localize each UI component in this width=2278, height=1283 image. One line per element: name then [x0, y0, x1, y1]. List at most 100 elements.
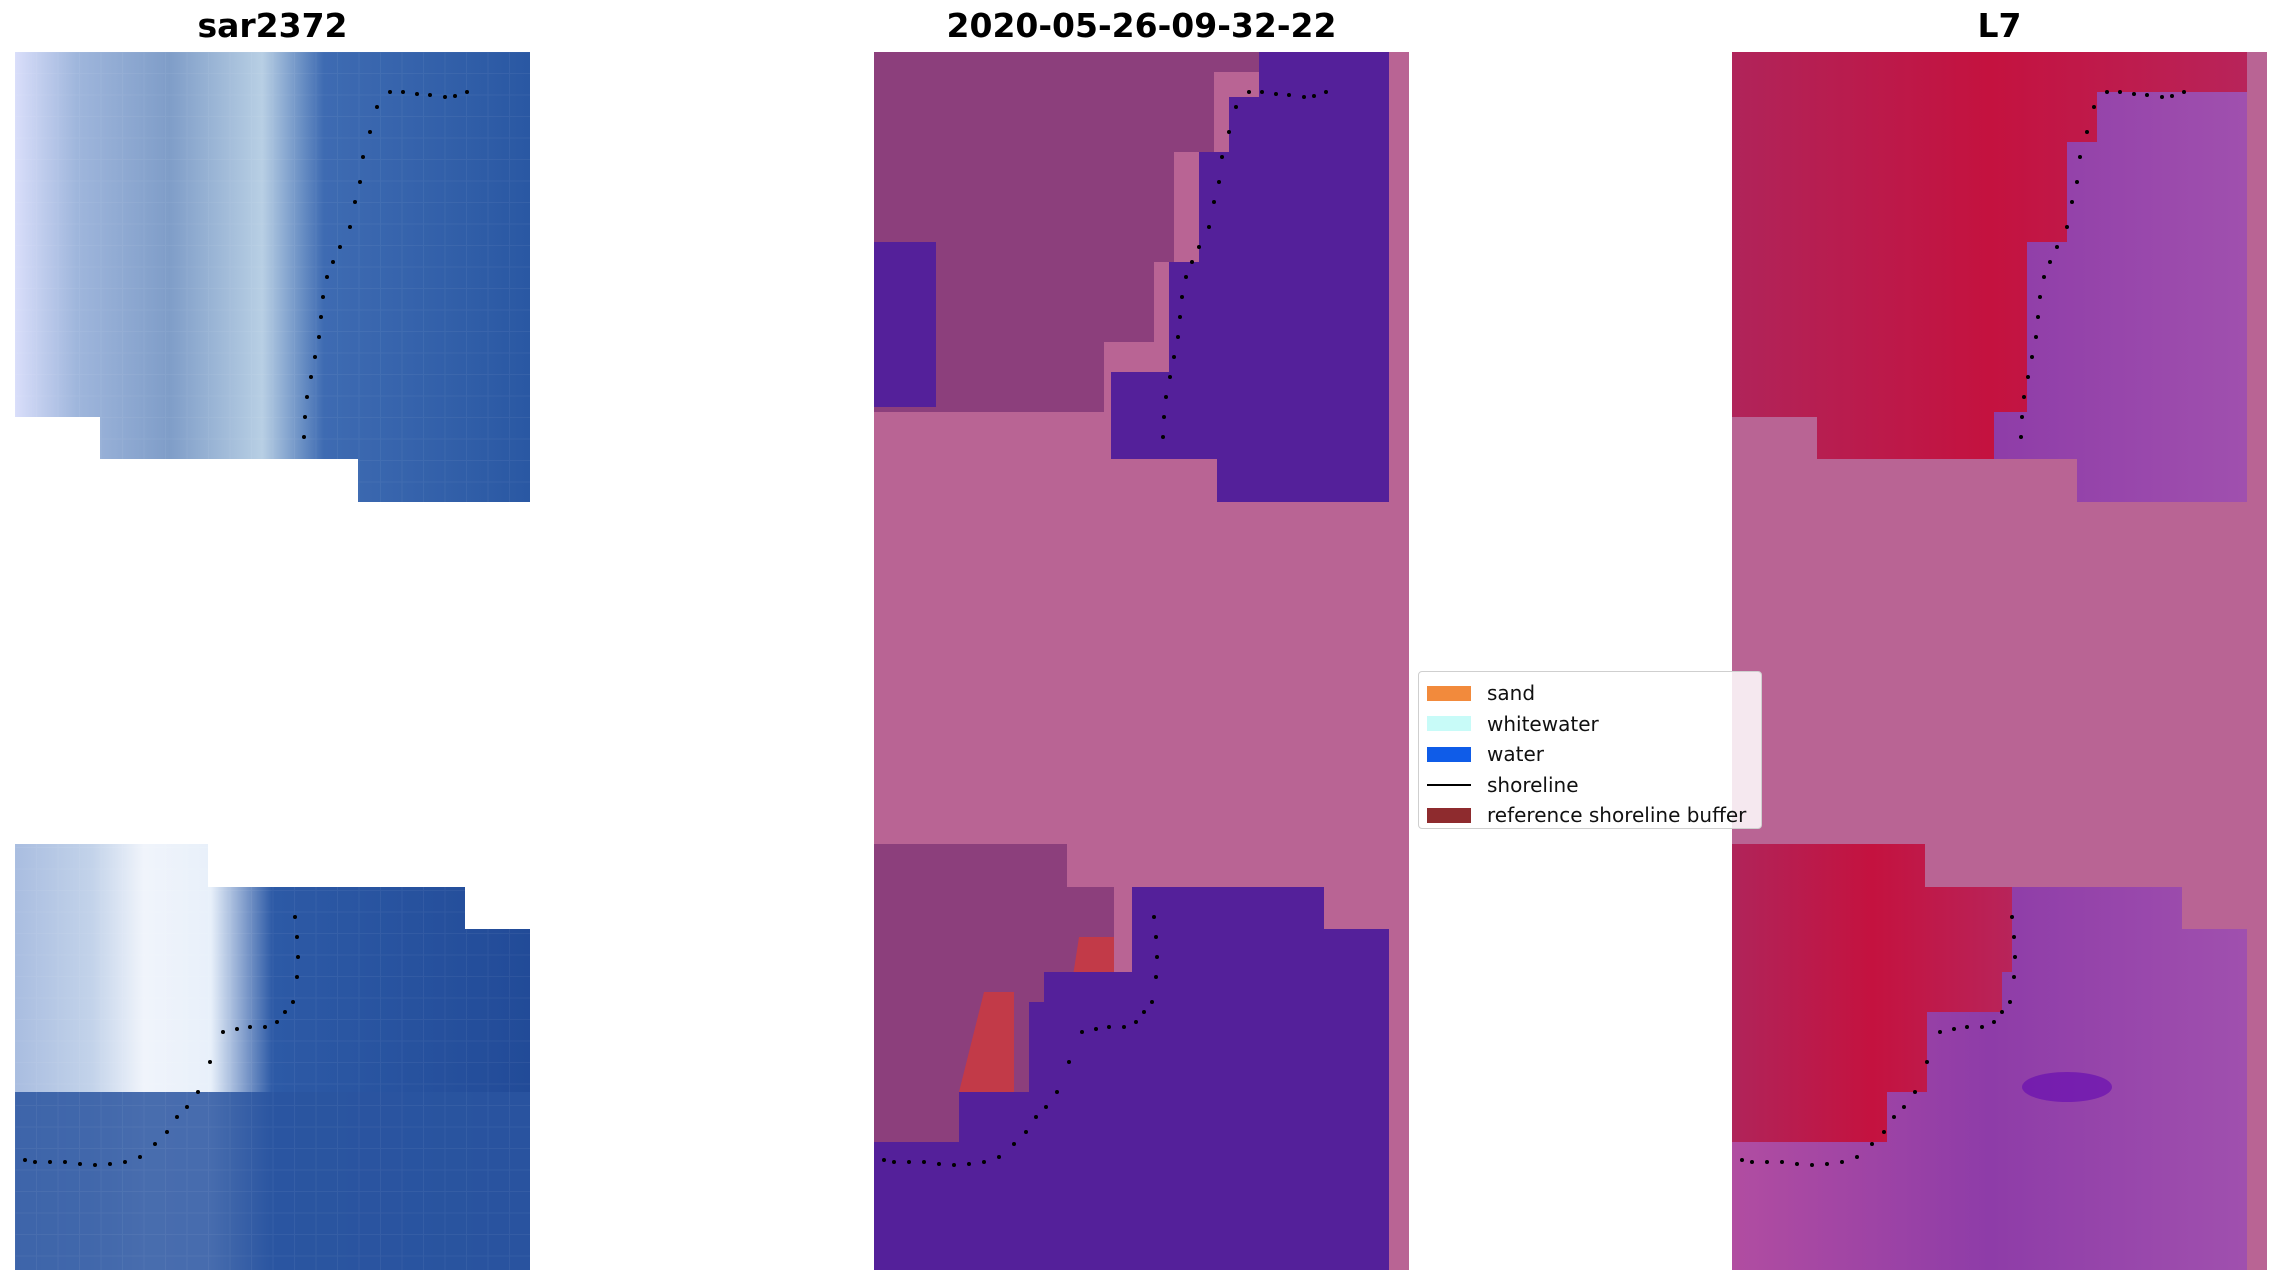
shoreline-point [1024, 1130, 1028, 1134]
shoreline-point [1992, 1020, 1996, 1024]
shoreline [23, 90, 469, 1167]
shoreline-point [1107, 1025, 1111, 1029]
shoreline-point [2048, 260, 2052, 264]
shoreline-point [2078, 155, 2082, 159]
shoreline-point [248, 1025, 252, 1029]
shoreline-point [1855, 1155, 1859, 1159]
shoreline-point [23, 1158, 27, 1162]
shoreline [882, 90, 1328, 1167]
legend-label: whitewater [1487, 711, 1599, 736]
shoreline-point [1055, 1090, 1059, 1094]
legend-item-shoreline: shoreline [1427, 770, 1753, 801]
shoreline-point [123, 1160, 127, 1164]
shoreline-point [348, 225, 352, 229]
shoreline-point [443, 95, 447, 99]
shoreline-point [982, 1160, 986, 1164]
shoreline-point [305, 395, 309, 399]
shoreline-point [2013, 955, 2017, 959]
shoreline-point [221, 1030, 225, 1034]
shoreline-point [2034, 335, 2038, 339]
shoreline-point [1154, 975, 1158, 979]
shoreline-point [1155, 955, 1159, 959]
shoreline-point [1164, 395, 1168, 399]
shoreline-point [358, 180, 362, 184]
shoreline-point [428, 93, 432, 97]
shoreline-point [63, 1160, 67, 1164]
sand-swatch [1427, 685, 1471, 701]
shoreline-point [1180, 295, 1184, 299]
shoreline-point [952, 1163, 956, 1167]
shoreline-point [1154, 935, 1158, 939]
shoreline-point [1168, 375, 1172, 379]
shoreline-point [453, 94, 457, 98]
legend-item-water: water [1427, 739, 1753, 770]
shoreline-point [303, 415, 307, 419]
classified-image-panel [874, 52, 1409, 1270]
index-image [1732, 52, 2267, 1270]
shoreline-point [1122, 1025, 1126, 1029]
whitewater-swatch [1427, 716, 1471, 732]
rgb-image [15, 52, 530, 1270]
shoreline-point [165, 1130, 169, 1134]
legend-label: shoreline [1487, 772, 1579, 797]
shoreline-point [296, 955, 300, 959]
shoreline-point [967, 1162, 971, 1166]
shoreline-point [1882, 1130, 1886, 1134]
shoreline-point [2030, 355, 2034, 359]
shoreline-point [138, 1155, 142, 1159]
shoreline-point [1152, 915, 1156, 919]
shoreline-point [1324, 90, 1328, 94]
shoreline-point [1067, 1060, 1071, 1064]
classified-image [874, 52, 1409, 1270]
shoreline-point [1765, 1160, 1769, 1164]
panel-title-rgb: sar2372 [197, 6, 348, 45]
shoreline-point [2038, 295, 2042, 299]
shoreline-point [892, 1160, 896, 1164]
shoreline-point [882, 1158, 886, 1162]
shoreline-point [1287, 93, 1291, 97]
shoreline-point [2055, 245, 2059, 249]
shoreline-point [153, 1142, 157, 1146]
shoreline-point [2132, 92, 2136, 96]
shoreline-point [1312, 94, 1316, 98]
shoreline-point [1870, 1142, 1874, 1146]
shoreline-point [291, 1000, 295, 1004]
shoreline-point [302, 435, 306, 439]
shoreline-point [2075, 180, 2079, 184]
shoreline-point [1034, 1115, 1038, 1119]
shoreline-point [2092, 105, 2096, 109]
shoreline-point [1212, 200, 1216, 204]
shoreline-point [1260, 90, 1264, 94]
water-swatch [1427, 746, 1471, 762]
shoreline-point [1080, 1030, 1084, 1034]
shoreline-point [2085, 130, 2089, 134]
shoreline-point [1207, 225, 1211, 229]
shoreline-point [309, 375, 313, 379]
shoreline-point [1247, 90, 1251, 94]
shoreline-point [1044, 1105, 1048, 1109]
shoreline-point [1952, 1027, 1956, 1031]
shoreline-point [325, 275, 329, 279]
shoreline-point [361, 155, 365, 159]
shoreline-point [1965, 1025, 1969, 1029]
shoreline-point [1913, 1090, 1917, 1094]
shoreline-point [1184, 275, 1188, 279]
shoreline-point [78, 1162, 82, 1166]
shoreline-point [1938, 1030, 1942, 1034]
shoreline-point [2170, 94, 2174, 98]
shoreline-point [313, 355, 317, 359]
shoreline-point [375, 105, 379, 109]
shoreline-point [2010, 915, 2014, 919]
shoreline-point [175, 1115, 179, 1119]
shoreline-point [1902, 1105, 1906, 1109]
shoreline-point [1840, 1160, 1844, 1164]
shoreline-point [1197, 245, 1201, 249]
shoreline-point [1892, 1115, 1896, 1119]
shoreline-point [937, 1162, 941, 1166]
shoreline-point [235, 1027, 239, 1031]
shoreline-point [1178, 315, 1182, 319]
rgb-image-panel [15, 52, 530, 1270]
shoreline-point [208, 1060, 212, 1064]
legend-label: sand [1487, 681, 1536, 706]
shoreline-point [2026, 375, 2030, 379]
